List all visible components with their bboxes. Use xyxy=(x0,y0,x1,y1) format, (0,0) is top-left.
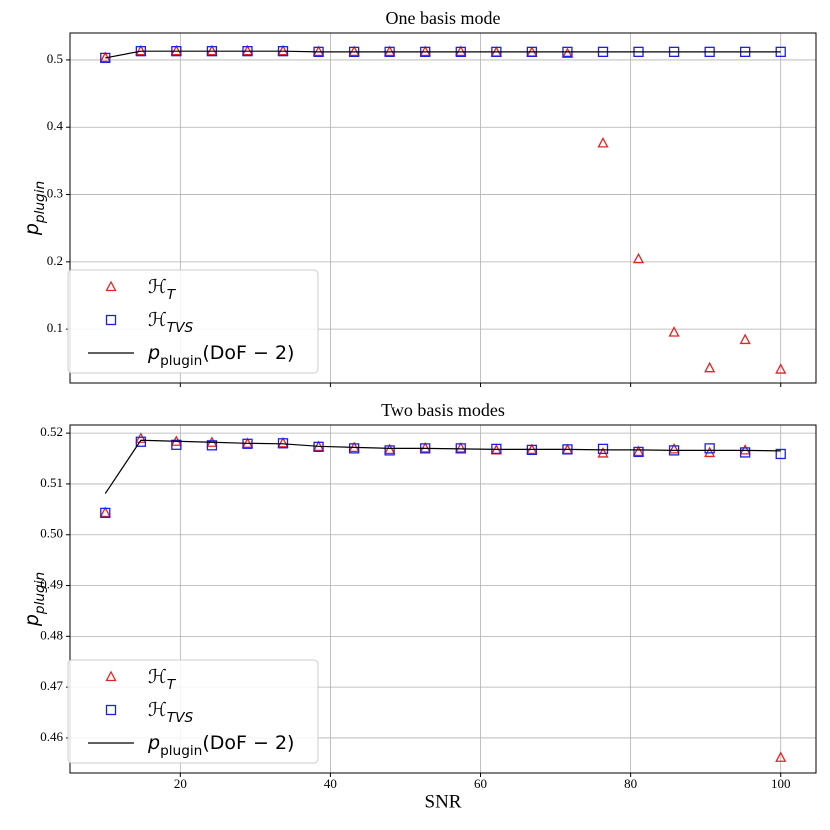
triangle-marker xyxy=(135,44,147,56)
square-marker xyxy=(100,507,111,519)
y-tick-label: 0.50 xyxy=(40,526,63,541)
y-tick-label: 0.3 xyxy=(47,186,63,201)
square-marker xyxy=(633,446,644,458)
triangle-marker xyxy=(384,443,396,455)
square-marker xyxy=(740,447,751,458)
x-tick-label: 40 xyxy=(324,776,337,791)
subplot-title: One basis mode xyxy=(386,8,501,28)
y-axis-label: pplugin xyxy=(21,181,49,236)
legend-label: ℋT xyxy=(148,276,177,304)
legend-label: pplugin(DoF − 2) xyxy=(147,732,294,760)
square-marker xyxy=(100,52,111,64)
triangle-marker xyxy=(348,45,360,56)
square-marker xyxy=(206,440,218,451)
legend-label: pplugin(DoF − 2) xyxy=(147,342,294,370)
square-marker xyxy=(171,439,182,450)
y-tick-label: 0.49 xyxy=(40,577,63,592)
axes-frame xyxy=(69,424,817,774)
line xyxy=(105,50,781,59)
line xyxy=(104,439,781,494)
x-axis-label: SNR xyxy=(425,791,462,812)
triangle-marker xyxy=(241,44,254,56)
square-marker xyxy=(704,443,715,454)
y-tick-label: 0.48 xyxy=(40,627,63,642)
triangle-marker xyxy=(384,45,396,56)
legend-swatch xyxy=(105,314,117,326)
triangle-marker xyxy=(739,444,751,455)
y-tick-label: 0.51 xyxy=(40,475,63,490)
legend-label: ℋTVS xyxy=(148,309,193,337)
legend-swatch xyxy=(105,704,117,716)
legend-box xyxy=(67,659,319,764)
legend-swatch xyxy=(105,280,117,292)
triangle-marker xyxy=(455,441,467,453)
triangle-marker xyxy=(206,44,218,56)
square-marker xyxy=(135,436,146,447)
legend: ℋT ℋTVS pplugin(DoF − 2) xyxy=(67,269,319,374)
triangle-marker xyxy=(632,445,645,457)
triangle-marker xyxy=(775,751,787,762)
triangle-marker xyxy=(135,432,147,443)
square-marker xyxy=(775,448,786,460)
y-tick-label: 0.1 xyxy=(47,320,63,335)
plot-marks xyxy=(99,432,787,762)
x-tick-label: 60 xyxy=(474,776,487,791)
x-tick-label: 20 xyxy=(174,776,187,791)
triangle-marker xyxy=(597,136,609,148)
legend-label: ℋT xyxy=(148,666,177,694)
triangle-marker xyxy=(704,446,716,458)
triangle-marker xyxy=(739,333,751,345)
triangle-marker xyxy=(704,361,716,373)
triangle-marker xyxy=(775,363,787,374)
y-tick-label: 0.52 xyxy=(40,424,63,439)
y-axis-label: pplugin xyxy=(21,572,49,627)
legend-box xyxy=(67,269,319,374)
x-tick-label: 80 xyxy=(624,776,637,791)
triangle-marker xyxy=(277,436,289,448)
y-tick-label: 0.4 xyxy=(47,118,64,133)
legend: ℋT ℋTVS pplugin(DoF − 2) xyxy=(67,659,319,764)
legend-swatch xyxy=(105,670,117,682)
triangle-marker xyxy=(668,326,680,337)
square-marker xyxy=(348,443,360,454)
y-tick-label: 0.2 xyxy=(47,253,63,268)
triangle-marker xyxy=(455,45,467,56)
square-marker xyxy=(384,445,395,456)
triangle-marker xyxy=(99,506,111,518)
square-marker xyxy=(597,443,609,455)
axes-frame xyxy=(69,32,817,384)
triangle-marker xyxy=(419,441,431,453)
triangle-marker xyxy=(561,47,574,59)
triangle-marker xyxy=(277,44,289,56)
subplot-title: Two basis modes xyxy=(381,400,505,420)
legend-label: ℋTVS xyxy=(148,699,193,727)
x-tick-label: 100 xyxy=(771,776,791,791)
plot-marks xyxy=(99,44,787,374)
y-tick-label: 0.46 xyxy=(40,729,63,744)
triangle-marker xyxy=(312,45,325,56)
triangle-marker xyxy=(668,442,680,454)
triangle-marker xyxy=(597,447,609,458)
triangle-marker xyxy=(632,252,645,264)
y-tick-label: 0.47 xyxy=(40,678,63,693)
triangle-marker xyxy=(419,45,431,56)
triangle-marker xyxy=(170,44,182,56)
y-tick-label: 0.5 xyxy=(47,51,63,66)
